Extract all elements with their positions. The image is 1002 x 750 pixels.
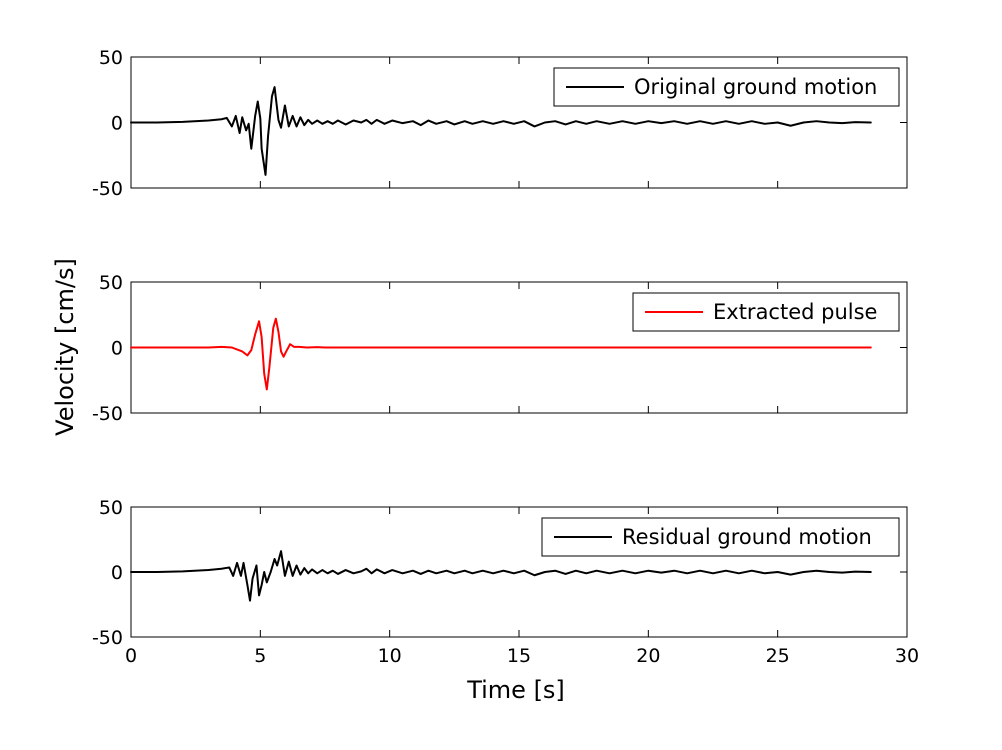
x-tick-label: 5 bbox=[254, 645, 266, 667]
x-tick-label: 20 bbox=[636, 645, 660, 667]
legend: Residual ground motion bbox=[541, 517, 900, 557]
y-tick-label: 0 bbox=[111, 113, 123, 135]
y-tick-label: -50 bbox=[92, 403, 123, 425]
legend-label: Original ground motion bbox=[634, 75, 877, 99]
x-tick-label: 15 bbox=[507, 645, 531, 667]
legend: Original ground motion bbox=[553, 67, 900, 107]
series-line-2-1 bbox=[130, 317, 872, 391]
y-tick-label: 50 bbox=[99, 497, 123, 519]
series-line-1-1 bbox=[130, 86, 872, 176]
x-axis-title: Time [s] bbox=[466, 676, 565, 704]
y-tick-label: -50 bbox=[92, 178, 123, 200]
y-axis-title: Velocity [cm/s] bbox=[51, 258, 79, 436]
legend: Extracted pulse bbox=[632, 292, 900, 332]
legend-label: Extracted pulse bbox=[713, 300, 877, 324]
panel-1: -50 0 50 Original ground motion bbox=[92, 47, 908, 200]
y-tick-label: -50 bbox=[92, 627, 123, 649]
series-line-3-1 bbox=[130, 550, 872, 602]
panel-2: -50 0 50 Extracted pulse bbox=[92, 272, 908, 425]
y-tick-label: 0 bbox=[111, 338, 123, 360]
legend-label: Residual ground motion bbox=[622, 525, 872, 549]
x-tick-label: 10 bbox=[378, 645, 402, 667]
x-tick-label: 25 bbox=[766, 645, 790, 667]
x-tick-label: 30 bbox=[895, 645, 919, 667]
y-tick-label: 50 bbox=[99, 47, 123, 69]
y-tick-label: 50 bbox=[99, 272, 123, 294]
x-tick-label: 0 bbox=[125, 645, 137, 667]
y-tick-label: 0 bbox=[111, 562, 123, 584]
